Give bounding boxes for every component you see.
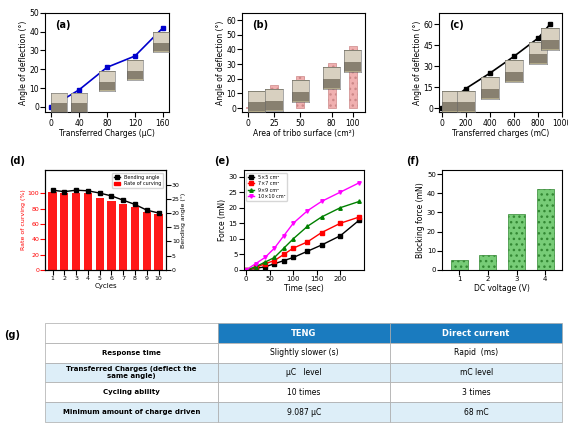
5×5 cm² <box>304 249 311 254</box>
7×7 cm² <box>337 221 344 226</box>
7×7 cm² <box>304 239 311 245</box>
Bar <box>349 46 357 108</box>
10×10 cm² <box>356 180 363 185</box>
Line: 7×7 cm²: 7×7 cm² <box>244 215 361 272</box>
Y-axis label: Blocking force (mN): Blocking force (mN) <box>416 182 425 258</box>
5×5 cm² <box>281 258 287 263</box>
Bar <box>328 63 336 108</box>
Y-axis label: Angle of deflection (°): Angle of deflection (°) <box>19 20 28 105</box>
9×9 cm² <box>262 259 269 265</box>
7×7 cm² <box>243 268 249 273</box>
10×10 cm² <box>337 190 344 195</box>
9×9 cm² <box>356 199 363 204</box>
9×9 cm² <box>318 214 325 219</box>
Bar <box>537 190 554 270</box>
Legend: Bending angle, Rate of curving: Bending angle, Rate of curving <box>112 173 163 188</box>
Bar <box>83 193 92 270</box>
Bar <box>245 106 250 108</box>
Y-axis label: Rate of curving (%): Rate of curving (%) <box>21 190 26 250</box>
9×9 cm² <box>290 236 296 242</box>
5×5 cm² <box>252 266 259 271</box>
9×9 cm² <box>271 255 278 260</box>
10×10 cm² <box>318 199 325 204</box>
Text: (c): (c) <box>449 20 464 30</box>
9×9 cm² <box>281 246 287 251</box>
5×5 cm² <box>356 218 363 223</box>
5×5 cm² <box>271 261 278 266</box>
Text: (a): (a) <box>55 20 71 30</box>
Y-axis label: Angle of deflection (°): Angle of deflection (°) <box>216 20 225 105</box>
Bar <box>119 204 127 270</box>
Bar <box>270 85 278 108</box>
5×5 cm² <box>290 255 296 260</box>
9×9 cm² <box>243 268 249 273</box>
X-axis label: Time (sec): Time (sec) <box>284 284 324 293</box>
Bar <box>131 207 139 270</box>
7×7 cm² <box>290 246 296 251</box>
10×10 cm² <box>271 246 278 251</box>
Bar <box>479 255 496 270</box>
Bar <box>60 193 68 270</box>
Bar <box>296 76 304 108</box>
Line: 10×10 cm²: 10×10 cm² <box>244 181 361 272</box>
Bar <box>48 192 57 270</box>
Bar <box>95 198 104 270</box>
7×7 cm² <box>262 261 269 266</box>
X-axis label: Area of tribo surface (cm²): Area of tribo surface (cm²) <box>253 129 355 138</box>
10×10 cm² <box>243 268 249 273</box>
Y-axis label: Angle of deflection (°): Angle of deflection (°) <box>413 20 422 105</box>
10×10 cm² <box>262 255 269 260</box>
Bar <box>107 201 115 270</box>
9×9 cm² <box>252 264 259 269</box>
Line: 9×9 cm²: 9×9 cm² <box>244 200 361 272</box>
Bar <box>72 193 80 270</box>
Bar <box>154 214 162 270</box>
X-axis label: Cycles: Cycles <box>94 282 117 288</box>
5×5 cm² <box>318 242 325 248</box>
Text: (d): (d) <box>10 156 26 166</box>
Legend: 5×5 cm², 7×7 cm², 9×9 cm², 10×10 cm²: 5×5 cm², 7×7 cm², 9×9 cm², 10×10 cm² <box>246 173 287 201</box>
Bar <box>450 260 468 270</box>
Y-axis label: Bending angle (°): Bending angle (°) <box>181 193 186 248</box>
X-axis label: DC voltage (V): DC voltage (V) <box>474 284 530 293</box>
X-axis label: Transferred charges (mC): Transferred charges (mC) <box>452 129 549 138</box>
Line: 5×5 cm²: 5×5 cm² <box>244 219 361 272</box>
7×7 cm² <box>271 258 278 263</box>
5×5 cm² <box>262 264 269 269</box>
Text: (b): (b) <box>252 20 268 30</box>
Bar <box>508 214 525 270</box>
10×10 cm² <box>304 208 311 213</box>
10×10 cm² <box>290 221 296 226</box>
Text: (g): (g) <box>4 330 20 340</box>
Text: (f): (f) <box>406 156 419 166</box>
7×7 cm² <box>318 230 325 235</box>
10×10 cm² <box>281 233 287 238</box>
7×7 cm² <box>356 214 363 219</box>
7×7 cm² <box>252 265 259 270</box>
10×10 cm² <box>252 261 259 266</box>
Text: (e): (e) <box>214 156 229 166</box>
Bar <box>143 212 151 270</box>
5×5 cm² <box>337 233 344 238</box>
7×7 cm² <box>281 252 287 257</box>
5×5 cm² <box>243 268 249 273</box>
9×9 cm² <box>337 205 344 210</box>
9×9 cm² <box>304 224 311 229</box>
X-axis label: Transferred Charges (μC): Transferred Charges (μC) <box>59 129 155 138</box>
Y-axis label: Force (mN): Force (mN) <box>218 199 227 241</box>
